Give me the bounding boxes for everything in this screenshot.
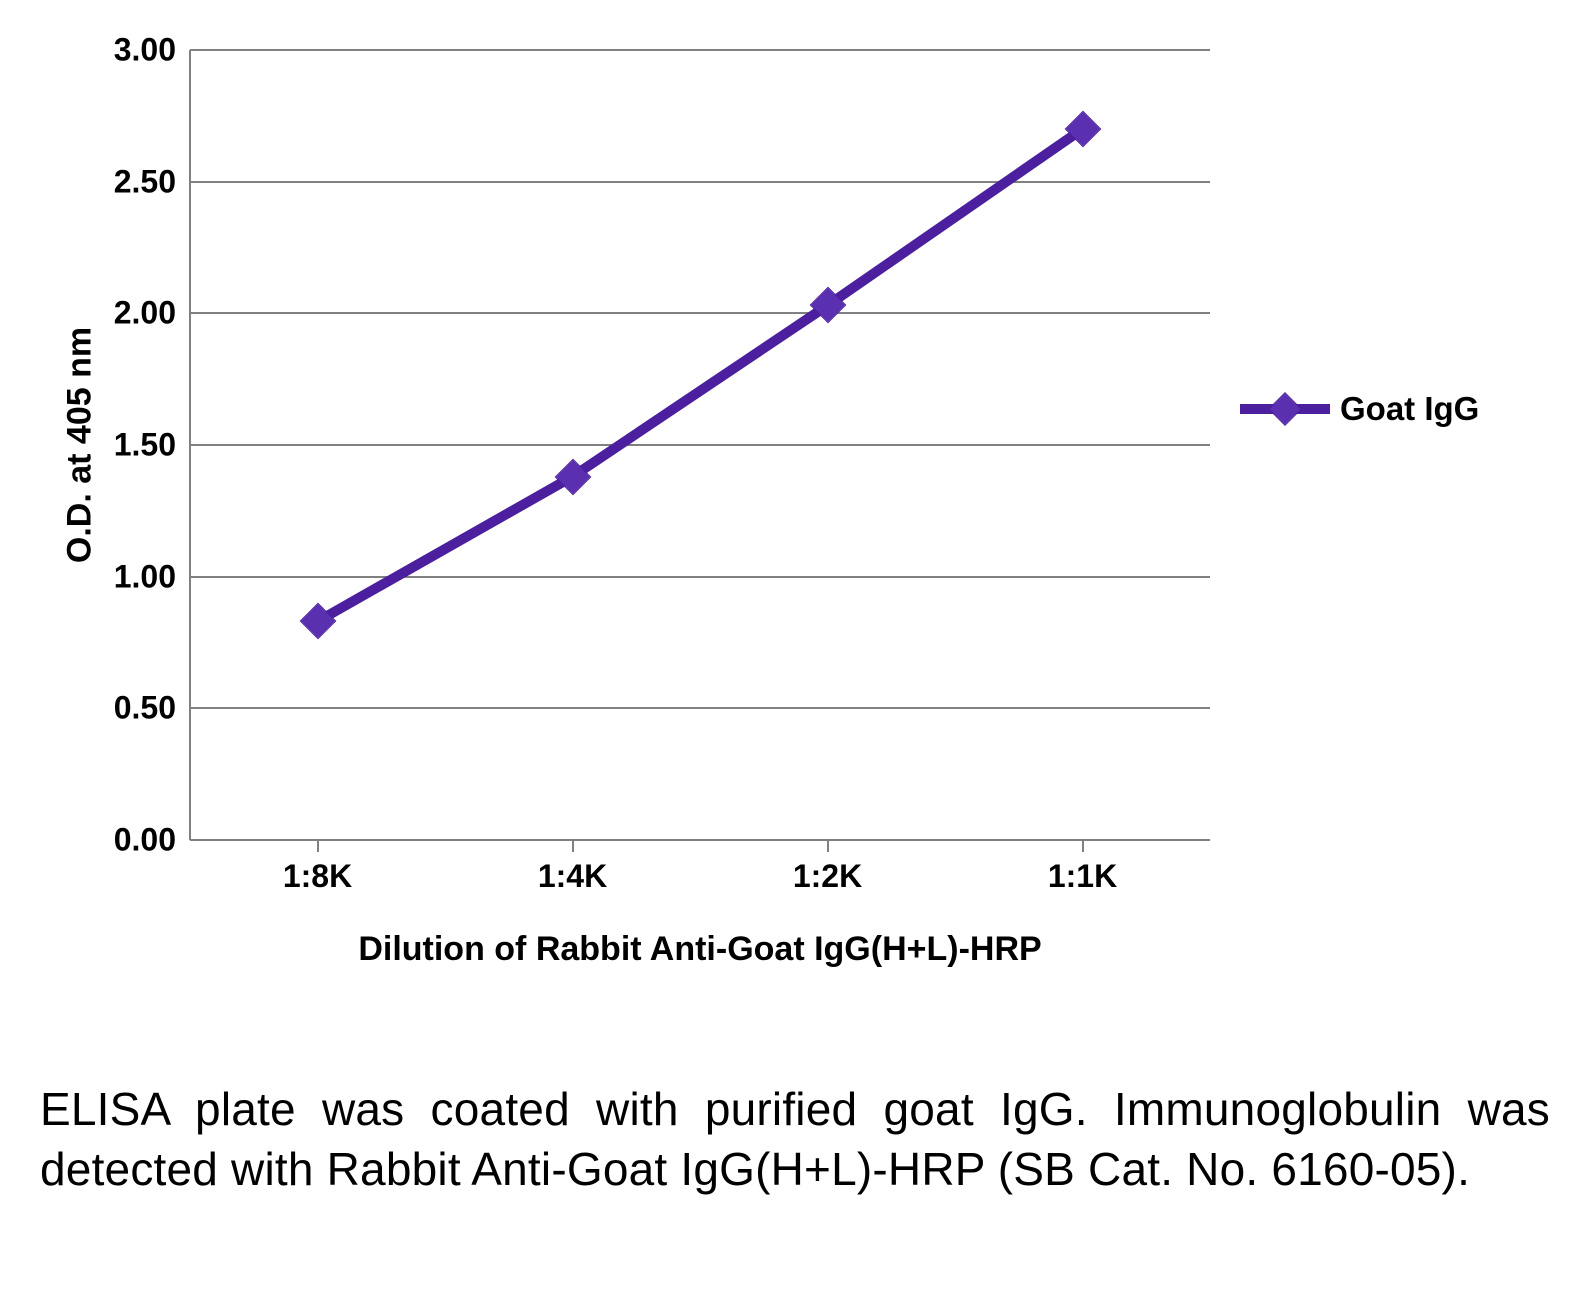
- chart-container: 0.00 0.50 1.00 1.50 2.00 2.50 3.00 1:8K 1:4K 1:2K…: [40, 30, 1550, 1030]
- y-tick-label: 0.50: [114, 690, 190, 727]
- y-axis-label: O.D. at 405 nm: [61, 327, 100, 563]
- x-tick-label: 1:4K: [538, 840, 607, 895]
- y-tick-label: 2.50: [114, 163, 190, 200]
- x-axis-label: Dilution of Rabbit Anti-Goat IgG(H+L)-HR…: [358, 930, 1041, 969]
- x-tick-label: 1:2K: [793, 840, 862, 895]
- y-tick-label: 1.00: [114, 558, 190, 595]
- x-tick-label: 1:8K: [283, 840, 352, 895]
- y-tick-label: 0.00: [114, 822, 190, 859]
- y-tick-label: 2.00: [114, 295, 190, 332]
- line-series-svg: [190, 50, 1210, 840]
- x-tick-label: 1:1K: [1048, 840, 1117, 895]
- legend-marker-diamond-icon: [1269, 393, 1300, 424]
- y-tick-label: 1.50: [114, 427, 190, 464]
- legend-swatch: [1240, 404, 1330, 414]
- legend-label: Goat IgG: [1340, 390, 1479, 428]
- y-tick-label: 3.00: [114, 32, 190, 69]
- legend: Goat IgG: [1240, 390, 1479, 428]
- page: 0.00 0.50 1.00 1.50 2.00 2.50 3.00 1:8K 1:4K 1:2K…: [0, 0, 1590, 1306]
- figure-caption: ELISA plate was coated with purified goa…: [40, 1080, 1550, 1200]
- plot-area: 0.000.501.001.502.002.503.001:8K1:4K1:2K…: [190, 50, 1210, 840]
